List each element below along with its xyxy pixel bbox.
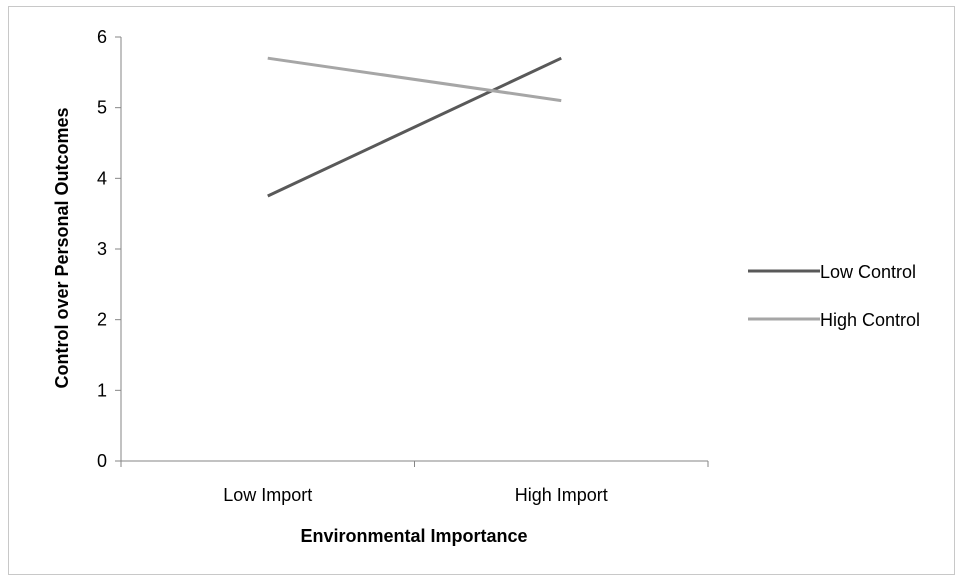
x-tick-label: Low Import bbox=[223, 485, 312, 505]
axes bbox=[120, 37, 708, 462]
x-axis-title: Environmental Importance bbox=[300, 526, 527, 546]
x-axis-ticks: Low Import High Import bbox=[120, 461, 709, 505]
y-axis-ticks: 0 1 2 3 4 5 6 bbox=[97, 27, 121, 471]
y-tick-label: 5 bbox=[97, 98, 107, 118]
y-tick-label: 2 bbox=[97, 310, 107, 330]
series-lines bbox=[267, 56, 562, 198]
y-tick-label: 3 bbox=[97, 239, 107, 259]
y-axis-title: Control over Personal Outcomes bbox=[52, 107, 72, 388]
y-tick-label: 4 bbox=[97, 168, 107, 188]
x-tick-label: High Import bbox=[515, 485, 608, 505]
series-line-high-control bbox=[267, 56, 562, 103]
y-tick-label: 0 bbox=[97, 451, 107, 471]
y-tick-label: 1 bbox=[97, 380, 107, 400]
series-line-low-control bbox=[267, 56, 562, 198]
chart-frame bbox=[8, 6, 955, 575]
legend: Low Control High Control bbox=[748, 262, 920, 330]
legend-label: Low Control bbox=[820, 262, 916, 282]
y-tick-label: 6 bbox=[97, 27, 107, 47]
legend-label: High Control bbox=[820, 310, 920, 330]
